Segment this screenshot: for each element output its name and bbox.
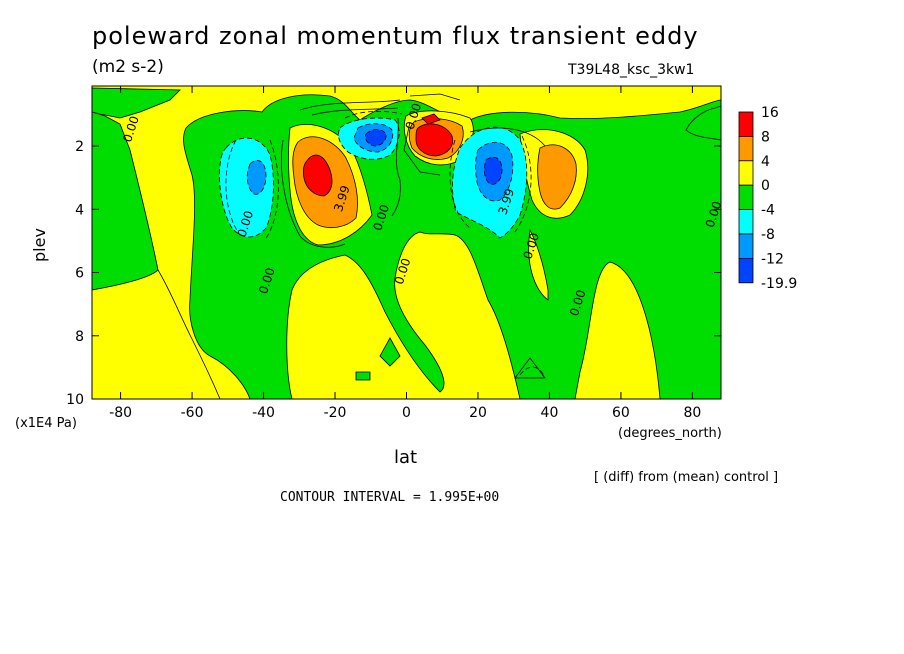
x-tick-label: 20: [469, 405, 487, 421]
colorbar-label: 8: [761, 129, 770, 145]
colorbar-label: -12: [761, 251, 784, 267]
y-tick-label: 4: [75, 202, 84, 218]
colorbar-label: -19.9: [761, 276, 797, 292]
axes: -80 -60 -40 -20 0 20 40 60 80 2 4 6 8 10: [66, 86, 721, 421]
x-tick-label: 40: [541, 405, 559, 421]
y-tick-label: 10: [66, 392, 84, 408]
chart-units: (m2 s-2): [92, 57, 164, 77]
x-axis-unit: (degrees_north): [618, 426, 722, 441]
run-label: T39L48_ksc_3kw1: [568, 62, 695, 78]
extra-contours: [281, 93, 546, 248]
colorbar-swatch: [738, 111, 754, 137]
colorbar-label: 16: [761, 105, 779, 121]
colorbar-swatch: [738, 135, 754, 162]
x-tick-label: -80: [109, 405, 132, 421]
extra-dashed-contours: [225, 110, 546, 379]
colorbar-label: -8: [761, 227, 775, 243]
x-tick-label: 0: [402, 405, 411, 421]
diff-note: [ (diff) from (mean) control ]: [594, 470, 779, 485]
field-positive-strong: [303, 113, 454, 197]
contour-field: [92, 86, 721, 399]
colorbar-label: 4: [761, 154, 770, 170]
y-tick-label: 2: [75, 139, 84, 155]
x-axis-label: lat: [394, 447, 418, 468]
chart-title: poleward zonal momentum flux transient e…: [92, 22, 699, 50]
colorbar-swatch: [738, 184, 754, 210]
colorbar-swatch: [738, 233, 754, 259]
y-tick-label: 6: [75, 266, 84, 282]
y-axis-unit: (x1E4 Pa): [15, 416, 77, 431]
x-tick-label: -40: [252, 405, 275, 421]
colorbar-label: -4: [761, 203, 775, 219]
y-tick-label: 8: [75, 329, 84, 345]
x-tick-label: -60: [181, 405, 204, 421]
x-tick-label: -20: [324, 405, 347, 421]
field-negative-extreme: [365, 129, 503, 185]
x-tick-label: 60: [612, 405, 630, 421]
colorbar-label: 0: [761, 178, 770, 194]
contour-interval: CONTOUR INTERVAL = 1.995E+00: [280, 490, 500, 505]
colorbar-swatch: [738, 209, 754, 235]
colorbar: 16 8 4 0 -4 -8 -12 -19.9: [738, 105, 797, 292]
colorbar-swatch: [738, 160, 754, 186]
x-tick-label: 80: [683, 405, 701, 421]
colorbar-swatch: [738, 257, 754, 284]
